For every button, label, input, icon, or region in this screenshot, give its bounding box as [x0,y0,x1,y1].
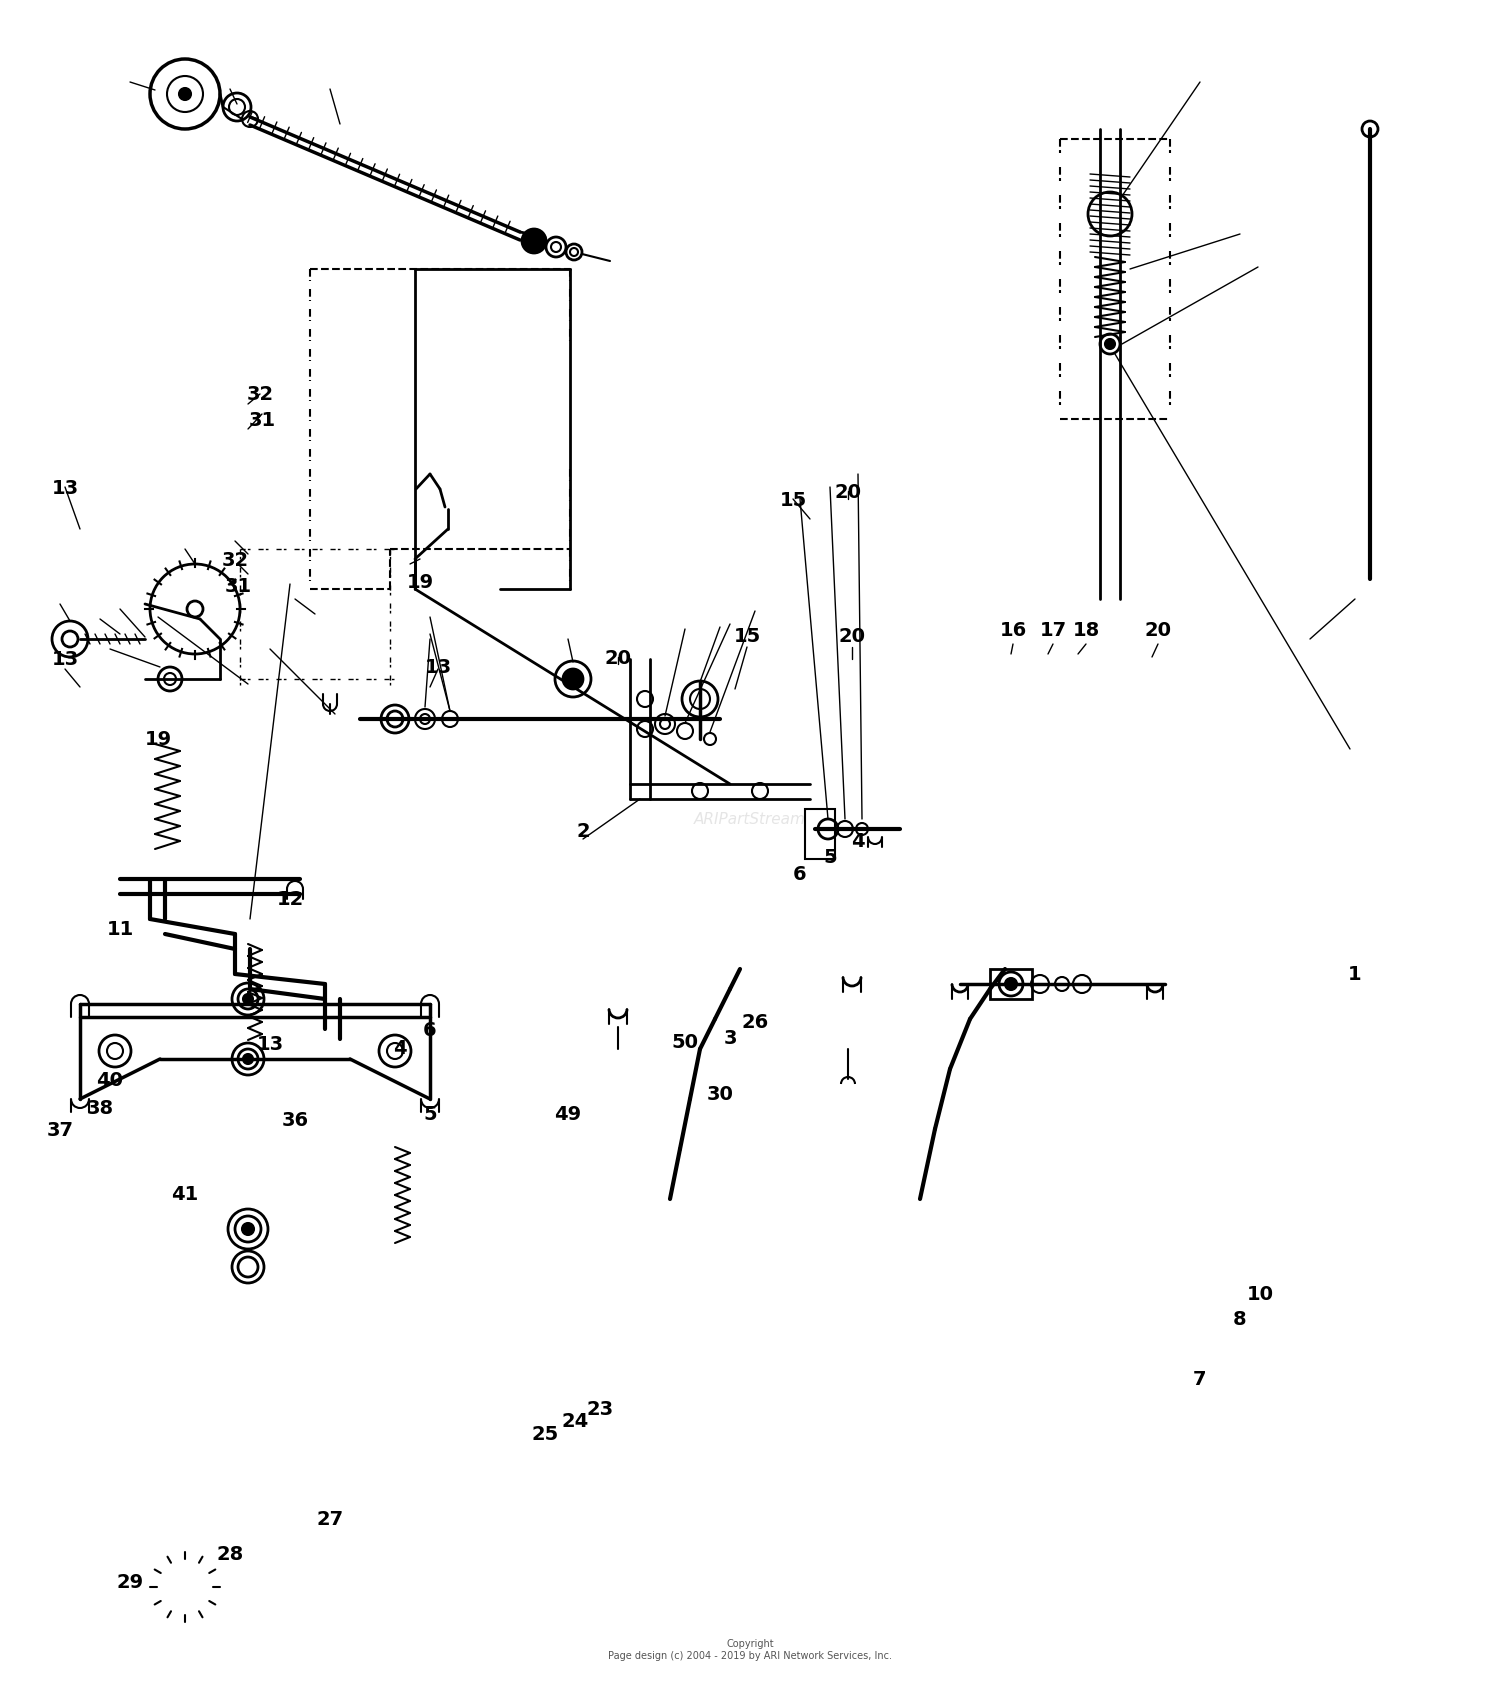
Circle shape [1106,340,1114,350]
Text: 26: 26 [741,1013,768,1031]
Text: 2: 2 [576,822,590,841]
Text: 32: 32 [246,385,273,404]
Text: 15: 15 [734,626,760,646]
Text: Copyright
Page design (c) 2004 - 2019 by ARI Network Services, Inc.: Copyright Page design (c) 2004 - 2019 by… [608,1638,892,1660]
Text: 38: 38 [87,1098,114,1117]
Circle shape [178,89,190,101]
Text: 16: 16 [999,621,1026,639]
Text: 15: 15 [780,489,807,510]
Text: 12: 12 [276,890,303,908]
Text: 24: 24 [561,1411,588,1431]
Text: 28: 28 [216,1544,243,1564]
Text: 31: 31 [225,577,252,595]
Text: 3: 3 [723,1028,736,1046]
Text: 50: 50 [672,1031,699,1051]
Text: 20: 20 [834,483,861,501]
Text: 27: 27 [316,1510,344,1529]
Text: 40: 40 [96,1070,123,1088]
Text: 31: 31 [249,410,276,429]
Text: 13: 13 [424,658,451,678]
Circle shape [1005,979,1017,991]
Text: 23: 23 [586,1399,613,1418]
Text: 13: 13 [51,651,78,669]
Text: 20: 20 [604,648,631,668]
Text: 32: 32 [222,550,249,569]
Text: 6: 6 [794,865,807,885]
Text: 8: 8 [1233,1310,1246,1329]
Text: 13: 13 [51,478,78,498]
Text: 4: 4 [393,1038,406,1056]
Text: 11: 11 [106,920,134,939]
Text: 20: 20 [1144,621,1172,639]
Text: 18: 18 [1072,621,1100,639]
Text: 29: 29 [117,1573,144,1591]
Text: ARIPartStream: ARIPartStream [694,812,806,828]
Text: 5: 5 [824,848,837,866]
Text: 13: 13 [256,1034,284,1055]
Text: 41: 41 [171,1184,198,1204]
Text: 30: 30 [706,1085,734,1103]
Text: 19: 19 [406,572,433,590]
Text: 20: 20 [839,626,866,646]
Circle shape [522,230,546,254]
Circle shape [562,669,584,690]
Text: 25: 25 [531,1425,558,1443]
Circle shape [242,1223,254,1235]
Circle shape [243,1055,254,1065]
Text: 19: 19 [144,730,171,748]
Text: 10: 10 [1246,1285,1274,1304]
Bar [806,809,836,860]
Text: 37: 37 [46,1120,74,1139]
Text: 4: 4 [850,833,865,851]
Text: 36: 36 [282,1110,309,1129]
Text: 7: 7 [1192,1369,1206,1389]
Text: 17: 17 [1040,621,1066,639]
Text: 6: 6 [423,1019,436,1039]
Bar [990,969,1032,999]
Text: 49: 49 [555,1105,582,1124]
Circle shape [387,711,404,728]
Circle shape [243,994,254,1004]
Text: 5: 5 [423,1105,436,1124]
Text: 1: 1 [1348,965,1362,984]
